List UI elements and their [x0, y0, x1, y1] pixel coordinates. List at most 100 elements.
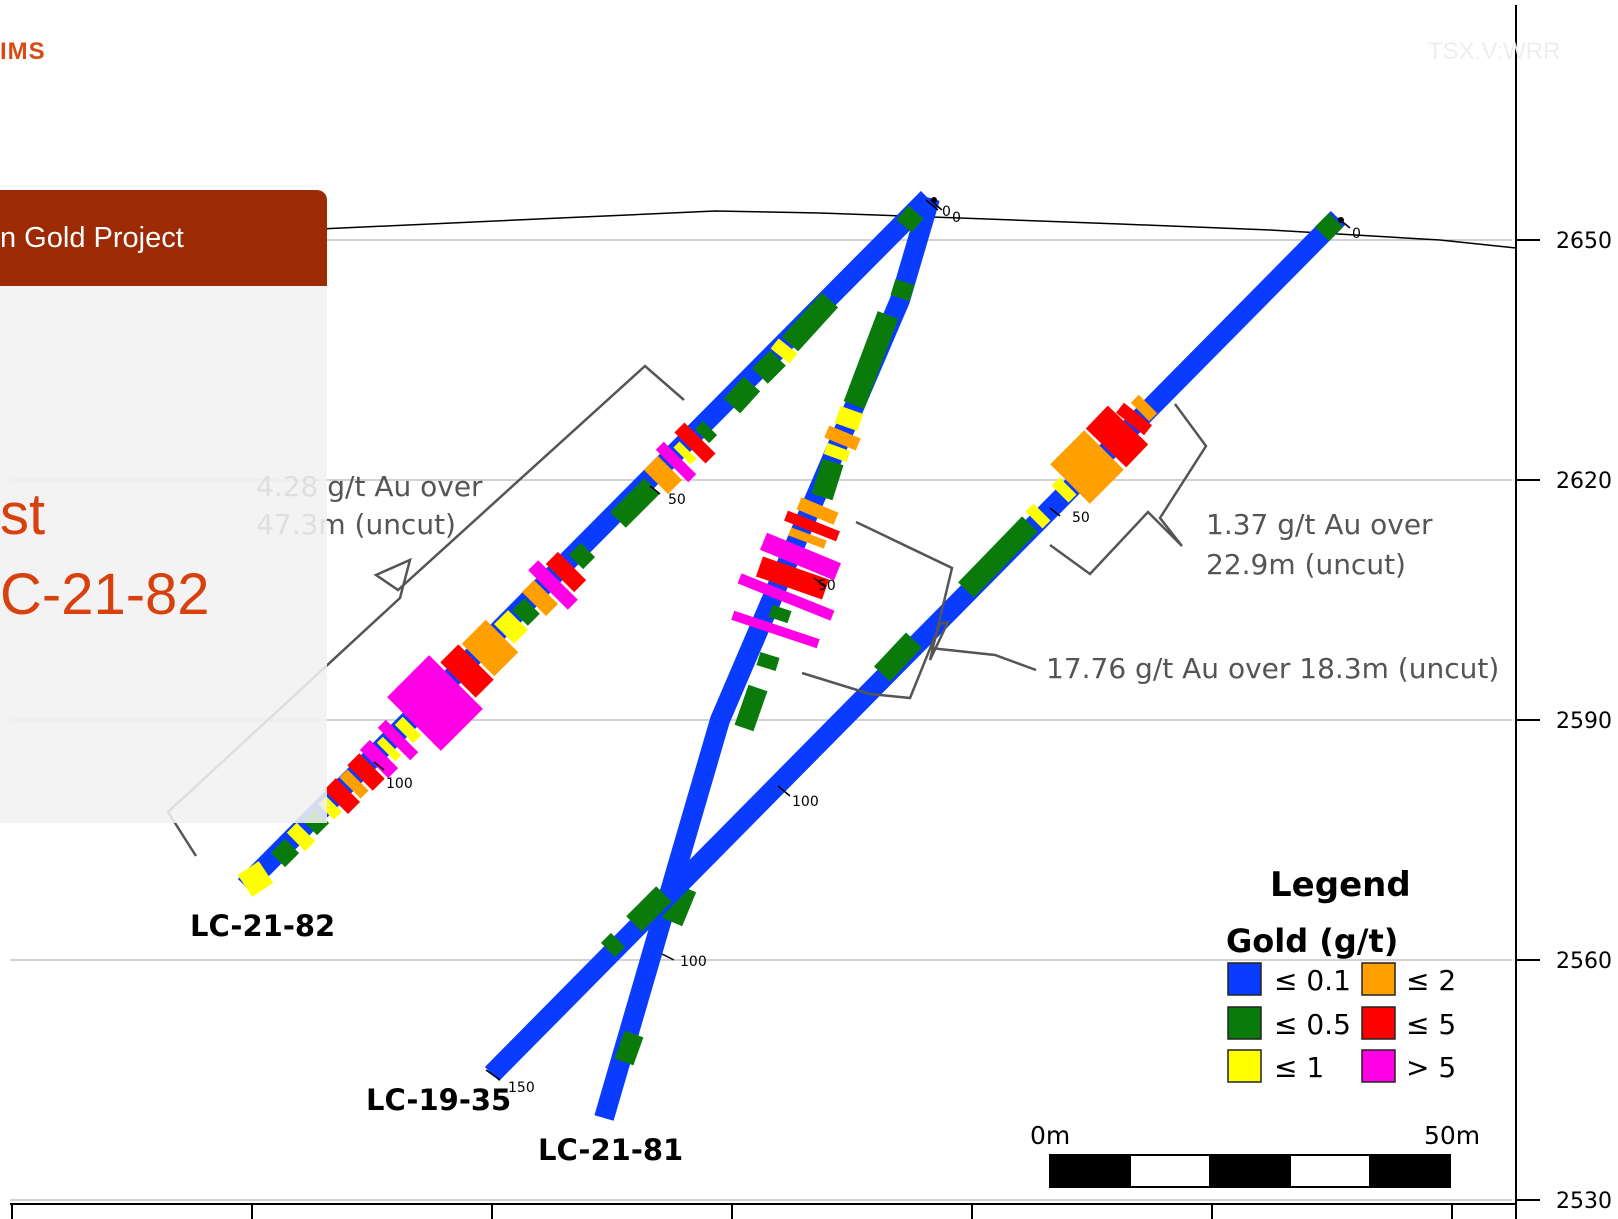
- drillhole-lc-21-81: [594, 195, 943, 1121]
- elevation-label: 2650: [1556, 229, 1612, 254]
- scale-segment: [1289, 1154, 1371, 1188]
- grade-interval-le-5: [1115, 402, 1153, 436]
- grade-interval-le-0-5: [723, 376, 761, 414]
- legend-label: ≤ 2: [1406, 964, 1456, 997]
- grade-interval-le-0-5: [568, 542, 596, 570]
- grade-interval-le-1: [823, 442, 851, 463]
- grade-interval-gt-5: [655, 441, 697, 483]
- grade-interval-le-1: [1051, 477, 1077, 503]
- grade-interval-le-5: [674, 422, 716, 464]
- grade-interval-le-1: [318, 796, 342, 820]
- scale-segment: [1049, 1154, 1131, 1188]
- grade-interval-gt-5: [387, 655, 483, 751]
- legend-swatch-le-5: [1361, 1006, 1396, 1040]
- grade-interval-le-1: [286, 822, 316, 852]
- legend-subtitle: Gold (g/t): [1226, 922, 1398, 960]
- grade-interval-gt-5: [359, 739, 399, 779]
- grade-interval-le-0-5: [270, 838, 300, 868]
- scale-bar-labels: 0m 50m: [1030, 1121, 1480, 1150]
- legend-label: ≤ 0.5: [1274, 1008, 1351, 1041]
- grade-interval-le-1: [1025, 503, 1051, 529]
- scale-segment: [1369, 1154, 1451, 1188]
- grade-interval-le-2: [1130, 394, 1158, 422]
- depth-tick: [925, 199, 939, 211]
- depth-label-lc-19-35-0: 0: [1352, 226, 1361, 242]
- legend-swatches: [1227, 962, 1396, 1083]
- hole-labels: LC-21-82 LC-21-81 LC-19-35: [190, 909, 683, 1167]
- grade-interval-le-0-5: [756, 652, 780, 671]
- elevation-label: 2560: [1556, 949, 1612, 974]
- intercept-label-lc-19-35-line1: 1.37 g/t Au over: [1206, 508, 1433, 541]
- legend: Legend Gold (g/t) ≤ 0.1 ≤ 0.5 ≤ 1 ≤ 2 ≤ …: [1226, 865, 1456, 1084]
- drillhole-lc-21-82: [237, 190, 939, 897]
- drillhole-lc-19-35: [484, 210, 1351, 1082]
- scale-segment: [1209, 1154, 1291, 1188]
- grade-interval-le-5: [1085, 405, 1149, 468]
- intercept-annotations: 4.28 g/t Au over 47.3m (uncut) 1.37 g/t …: [256, 470, 1499, 685]
- elevation-labels: 2650 2620 2590 2560 2530: [1556, 229, 1612, 1214]
- depth-label-lc-21-81-100: 100: [680, 954, 707, 970]
- brand-label: IMS: [0, 38, 46, 65]
- legend-label: > 5: [1406, 1051, 1456, 1084]
- scale-bar: [1049, 1154, 1451, 1188]
- legend-swatch-le-0-1: [1227, 962, 1262, 996]
- grade-interval-le-0-5: [1314, 212, 1344, 242]
- depth-label-lc-19-35-100: 100: [792, 794, 819, 810]
- hole-label-lc-19-35: LC-19-35: [366, 1083, 511, 1117]
- elevation-label: 2530: [1556, 1189, 1612, 1214]
- depth-label-lc-21-81-0: 0: [952, 210, 961, 226]
- intercept-leader-lc-21-81: [929, 646, 1037, 672]
- intercept-bracket-lc-21-81: [801, 520, 954, 700]
- grade-interval-gt-5: [528, 560, 578, 610]
- grade-interval-le-0-5: [614, 1030, 644, 1066]
- grade-interval-le-0-5: [890, 279, 915, 301]
- collar-marker: [931, 197, 937, 203]
- legend-label: ≤ 5: [1406, 1008, 1456, 1041]
- grade-interval-le-1: [770, 338, 798, 364]
- grade-interval-le-2: [461, 619, 519, 677]
- legend-title: Legend: [1270, 865, 1411, 905]
- elevation-label: 2590: [1556, 709, 1612, 734]
- scale-label-start: 0m: [1030, 1121, 1070, 1150]
- grade-interval-le-5: [347, 753, 385, 791]
- depth-tick: [813, 577, 825, 587]
- grade-interval-le-1: [394, 716, 422, 744]
- legend-label: ≤ 0.1: [1274, 964, 1351, 997]
- elevation-axis: [1515, 5, 1540, 1219]
- project-title: n Gold Project: [0, 222, 184, 254]
- project-title-bar: [0, 190, 327, 286]
- grade-interval-le-5: [545, 551, 587, 593]
- depth-tick: [661, 953, 675, 961]
- collar-marker: [1338, 217, 1344, 223]
- grade-interval-le-2: [1050, 430, 1124, 504]
- grade-interval-le-5: [784, 510, 840, 542]
- grade-interval-le-2: [796, 497, 839, 525]
- grade-interval-le-0-5: [768, 604, 792, 624]
- grade-interval-gt-5: [760, 532, 841, 581]
- ticker-label: TSX.V:WRR: [1428, 38, 1561, 65]
- depth-label-lc-19-35-50: 50: [1072, 510, 1090, 526]
- grade-interval-le-0-5: [811, 458, 844, 501]
- grade-interval-le-2: [339, 769, 369, 799]
- grade-interval-le-1: [494, 610, 528, 644]
- grade-interval-le-1: [673, 441, 697, 465]
- grade-interval-le-0-5: [958, 516, 1038, 598]
- grade-interval-gt-5: [377, 719, 419, 761]
- grade-interval-le-0-5: [626, 886, 672, 932]
- grade-interval-le-0-5: [512, 598, 540, 626]
- topography-line: [319, 210, 1517, 249]
- panel-heading-line1: st: [0, 482, 46, 547]
- depth-tick: [649, 485, 661, 495]
- panel-heading-line2: C-21-82: [0, 562, 210, 627]
- grade-interval-le-2: [521, 579, 559, 617]
- scale-segment: [1129, 1154, 1211, 1188]
- legend-swatch-le-0-5: [1227, 1006, 1262, 1040]
- grade-interval-le-0-5: [694, 420, 718, 444]
- intercept-label-lc-19-35-line2: 22.9m (uncut): [1206, 548, 1406, 581]
- grade-interval-le-0-5: [752, 350, 786, 384]
- depth-label-lc-21-82-0: 0: [942, 204, 951, 220]
- grade-interval-le-0-5: [843, 311, 899, 409]
- grade-interval-le-1: [834, 406, 864, 431]
- grade-interval-le-0-5: [896, 205, 924, 233]
